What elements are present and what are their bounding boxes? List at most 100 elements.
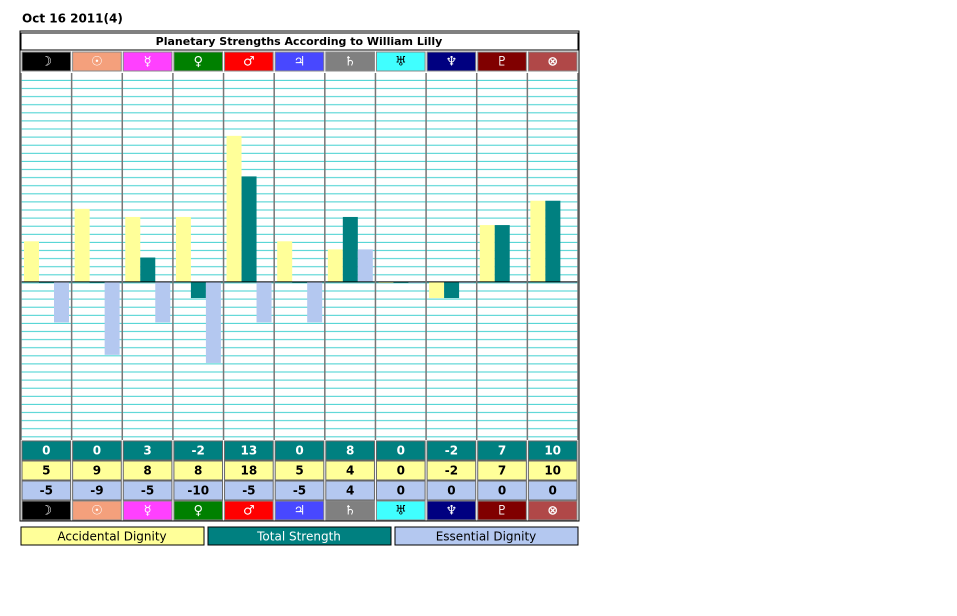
value-label: 5 <box>295 464 303 478</box>
value-cell <box>274 480 325 501</box>
value-label: 8 <box>346 444 354 458</box>
value-label: 7 <box>498 464 506 478</box>
value-cell <box>426 480 477 501</box>
value-cell <box>21 460 72 481</box>
bar <box>140 257 156 282</box>
date: Oct 16 2011(4) <box>22 12 123 26</box>
planet-symbol: ☽ <box>40 55 52 70</box>
planet-symbol-cell <box>224 51 274 72</box>
planet-symbol-bottom-cell <box>274 500 325 521</box>
planet-symbol-bottom-cell <box>527 500 578 521</box>
value-label: 4 <box>346 484 354 498</box>
value-cell <box>527 440 578 461</box>
value-cell <box>325 440 375 461</box>
value-label: -9 <box>90 484 103 498</box>
planet-symbol-bottom: ♇ <box>496 504 508 519</box>
planet-symbol-cell <box>21 51 72 72</box>
value-cell <box>21 480 72 501</box>
bar <box>155 281 171 323</box>
planet-symbol-bottom: ⊗ <box>547 504 558 519</box>
bar <box>104 281 120 355</box>
value-cell <box>173 440 224 461</box>
planet-symbol: ♂ <box>243 55 255 70</box>
planet-symbol-bottom-cell <box>325 500 375 521</box>
planet-symbol-bottom-cell <box>426 500 477 521</box>
planet-symbol: ♇ <box>496 55 508 70</box>
bar <box>74 208 90 282</box>
planet-symbol-bottom: ☉ <box>91 504 103 519</box>
planet-symbol: ♄ <box>344 55 356 70</box>
value-cell <box>173 480 224 501</box>
planet-symbol-cell <box>122 51 173 72</box>
planet-symbol: ♃ <box>294 55 306 70</box>
value-label: 0 <box>498 484 506 498</box>
planet-symbol: ♀ <box>193 55 203 70</box>
bar <box>444 281 460 299</box>
value-label: 0 <box>93 444 101 458</box>
planet-symbol-bottom-cell <box>173 500 224 521</box>
value-cell <box>477 480 527 501</box>
value-label: 18 <box>241 464 258 478</box>
value-label: 0 <box>549 484 557 498</box>
bar <box>205 281 221 363</box>
planet-symbol-bottom: ♂ <box>243 504 255 519</box>
value-cell <box>224 480 274 501</box>
planet-symbol-cell <box>375 51 426 72</box>
legend-swatch <box>20 526 205 546</box>
value-cell <box>224 460 274 481</box>
value-cell <box>224 440 274 461</box>
planet-symbol-cell <box>274 51 325 72</box>
value-cell <box>274 460 325 481</box>
planet-symbol: ♆ <box>446 55 458 70</box>
value-cell <box>527 480 578 501</box>
planet-symbol: ♅ <box>395 55 407 70</box>
bar <box>327 249 343 282</box>
value-cell <box>426 440 477 461</box>
legend-label: Essential Dignity <box>436 530 537 544</box>
value-label: 0 <box>295 444 303 458</box>
planet-symbol-bottom-cell <box>122 500 173 521</box>
value-cell <box>72 460 122 481</box>
value-label: 10 <box>544 464 561 478</box>
planet-symbol-bottom-cell <box>21 500 72 521</box>
value-label: 0 <box>397 464 405 478</box>
value-label: 8 <box>194 464 202 478</box>
bar <box>429 281 445 299</box>
value-cell <box>477 440 527 461</box>
planet-symbol-bottom: ♃ <box>294 504 306 519</box>
value-label: -5 <box>40 484 53 498</box>
legend-swatch <box>394 526 579 546</box>
value-cell <box>21 440 72 461</box>
value-label: -2 <box>192 444 205 458</box>
bar <box>307 281 323 323</box>
planet-symbol-cell <box>325 51 375 72</box>
value-cell <box>173 460 224 481</box>
value-label: -5 <box>242 484 255 498</box>
value-label: 8 <box>143 464 151 478</box>
value-label: -2 <box>445 444 458 458</box>
bar <box>494 225 510 282</box>
value-label: -5 <box>141 484 154 498</box>
bar <box>545 200 561 282</box>
value-label: -10 <box>187 484 209 498</box>
planet-symbol-bottom: ♆ <box>446 504 458 519</box>
value-label: 0 <box>447 484 455 498</box>
planet-symbol-bottom-cell <box>477 500 527 521</box>
planet-symbol: ☉ <box>91 55 103 70</box>
value-label: 9 <box>93 464 101 478</box>
planet-symbol-bottom: ♄ <box>344 504 356 519</box>
planet-symbol-bottom: ☽ <box>40 504 52 519</box>
value-cell <box>527 460 578 481</box>
value-label: 0 <box>397 484 405 498</box>
value-label: 0 <box>397 444 405 458</box>
planet-symbol: ⊗ <box>547 55 558 70</box>
value-cell <box>375 440 426 461</box>
planet-symbol-bottom: ♀ <box>193 504 203 519</box>
value-label: -2 <box>445 464 458 478</box>
bar <box>190 281 206 299</box>
planet-symbol-cell <box>527 51 578 72</box>
planet-symbol-bottom-cell <box>375 500 426 521</box>
planet-symbol-cell <box>477 51 527 72</box>
bar <box>54 281 69 323</box>
value-cell <box>426 460 477 481</box>
